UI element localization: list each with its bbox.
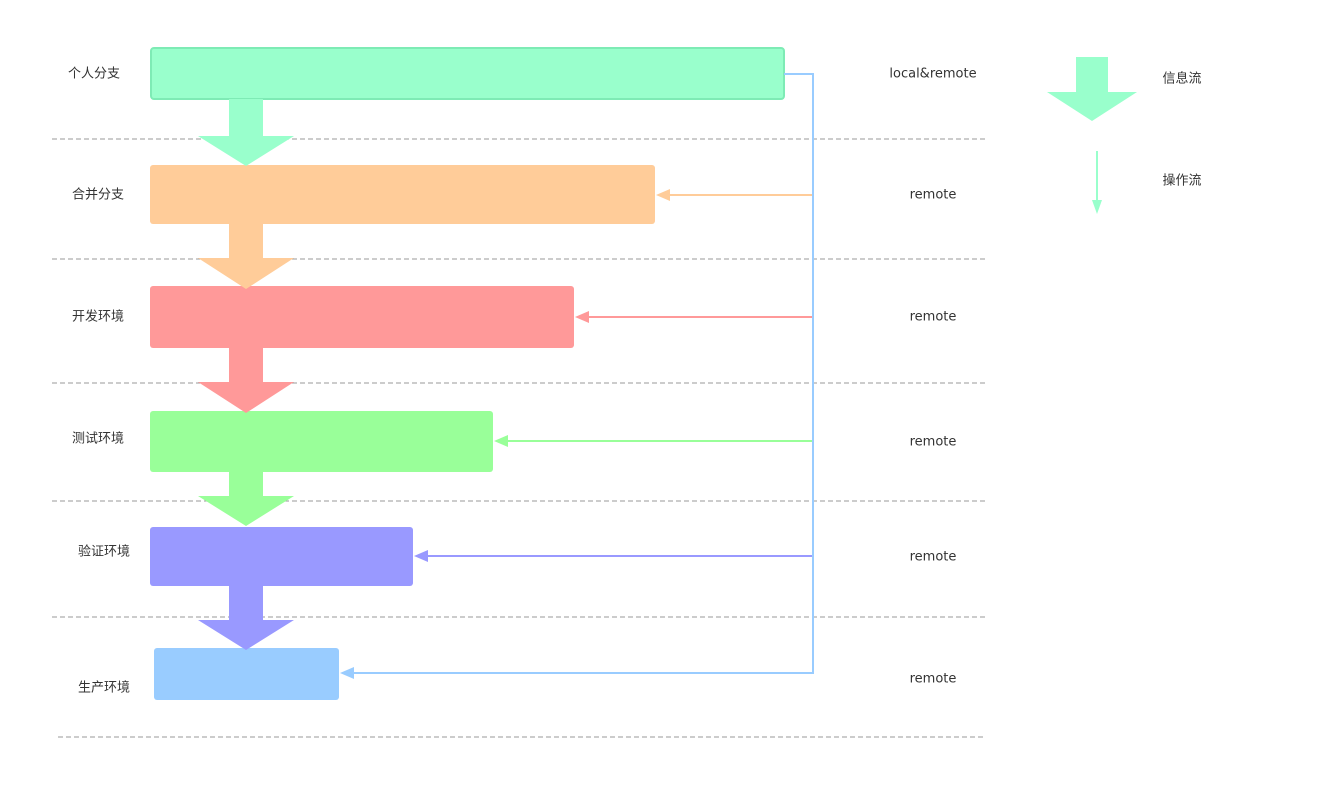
scope-labels: local&remote remote remote remote remote… bbox=[889, 67, 976, 687]
operation-flow-legend-icon bbox=[1092, 200, 1102, 214]
scope-label: remote bbox=[910, 550, 957, 565]
stage-bar-dev-env bbox=[150, 286, 574, 348]
stage-bar-verify-env bbox=[150, 527, 413, 586]
stage-label: 个人分支 bbox=[68, 67, 120, 82]
operation-flow-arrowhead bbox=[340, 667, 354, 679]
stage-bar-prod-env bbox=[154, 648, 339, 700]
stage-label: 合并分支 bbox=[72, 188, 124, 203]
scope-label: remote bbox=[910, 435, 957, 450]
operation-flow-trunk bbox=[350, 73, 814, 674]
stage-label: 测试环境 bbox=[72, 432, 124, 447]
stage-label: 生产环境 bbox=[78, 681, 130, 696]
stage-bar-personal-branch bbox=[150, 47, 785, 100]
info-flow-legend-label: 信息流 bbox=[1162, 71, 1201, 87]
operation-flow-arrowhead bbox=[575, 311, 589, 323]
scope-label: remote bbox=[910, 310, 957, 325]
info-flow-arrow bbox=[198, 224, 294, 289]
scope-label: local&remote bbox=[889, 67, 976, 82]
stage-bars bbox=[150, 47, 785, 700]
scope-label: remote bbox=[910, 672, 957, 687]
info-flow-arrow bbox=[198, 472, 294, 526]
operation-flow-arrowhead bbox=[656, 189, 670, 201]
scope-label: remote bbox=[910, 188, 957, 203]
stage-bar-merge-branch bbox=[150, 165, 655, 224]
stage-label: 验证环境 bbox=[78, 544, 130, 560]
operation-flow-arrowhead bbox=[414, 550, 428, 562]
info-flow-arrow bbox=[198, 348, 294, 413]
info-flow-legend-icon bbox=[1047, 57, 1137, 121]
info-flow-arrow bbox=[198, 586, 294, 650]
legend: 信息流 操作流 bbox=[1047, 57, 1202, 214]
info-flow-arrow bbox=[198, 99, 294, 166]
operation-flow-arrows bbox=[340, 189, 812, 679]
info-flow-arrows bbox=[198, 99, 294, 650]
stage-bar-test-env bbox=[150, 411, 493, 472]
operation-flow-arrowhead bbox=[494, 435, 508, 447]
stage-label: 开发环境 bbox=[72, 309, 124, 325]
stage-labels: 个人分支 合并分支 开发环境 测试环境 验证环境 生产环境 bbox=[68, 67, 130, 696]
operation-flow-legend-label: 操作流 bbox=[1162, 173, 1201, 189]
